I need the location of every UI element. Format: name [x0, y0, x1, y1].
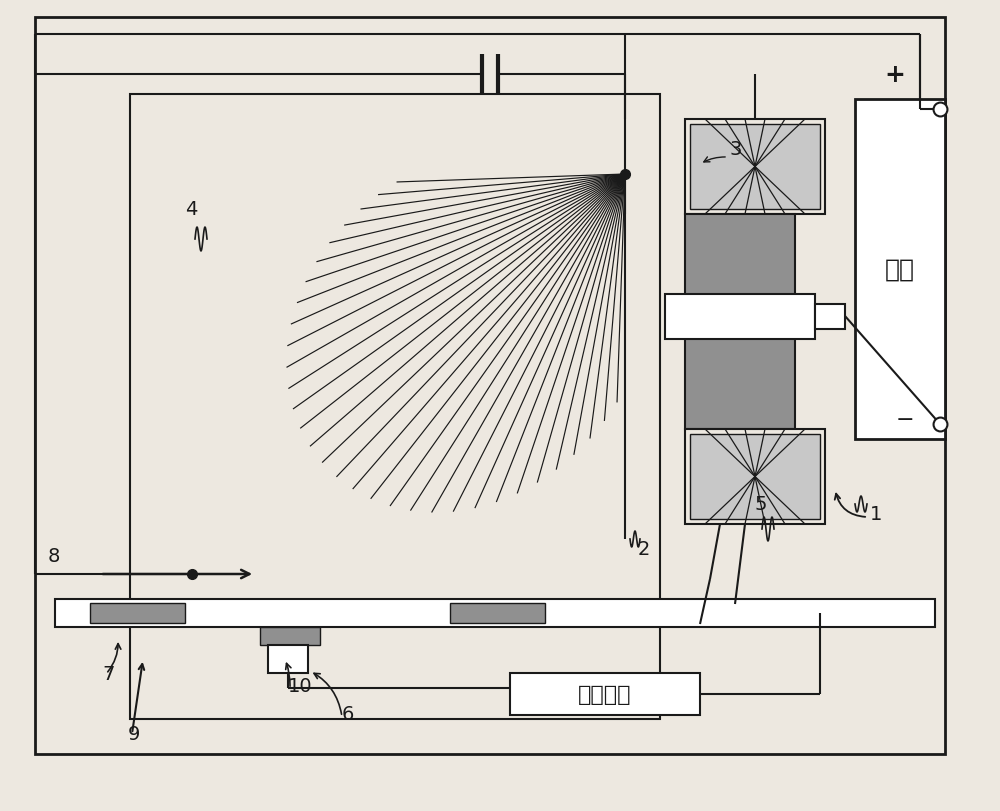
Text: −: −	[896, 410, 914, 430]
Bar	[685, 215, 795, 430]
Text: 3: 3	[730, 139, 742, 159]
Bar	[55, 599, 935, 627]
Bar	[665, 294, 815, 340]
Bar	[130, 95, 660, 719]
Text: 电源: 电源	[885, 258, 915, 281]
Text: 5: 5	[755, 495, 767, 513]
Bar	[815, 305, 845, 329]
Text: 8: 8	[48, 547, 60, 565]
Text: 1: 1	[870, 504, 882, 523]
Text: 10: 10	[288, 676, 313, 695]
Bar	[90, 603, 185, 623]
Bar	[690, 435, 820, 519]
Bar	[685, 430, 825, 525]
Text: 4: 4	[185, 200, 197, 219]
Bar	[450, 603, 545, 623]
Text: 6: 6	[342, 704, 354, 723]
Bar	[268, 646, 308, 673]
Text: 偏压电源: 偏压电源	[578, 684, 632, 704]
Text: 7: 7	[102, 664, 114, 683]
Text: 9: 9	[128, 724, 140, 743]
Bar	[260, 627, 320, 646]
Bar	[510, 673, 700, 715]
Text: 2: 2	[638, 539, 650, 558]
Bar	[685, 120, 825, 215]
Bar	[690, 125, 820, 210]
Text: +: +	[885, 63, 905, 87]
Bar	[855, 100, 945, 440]
